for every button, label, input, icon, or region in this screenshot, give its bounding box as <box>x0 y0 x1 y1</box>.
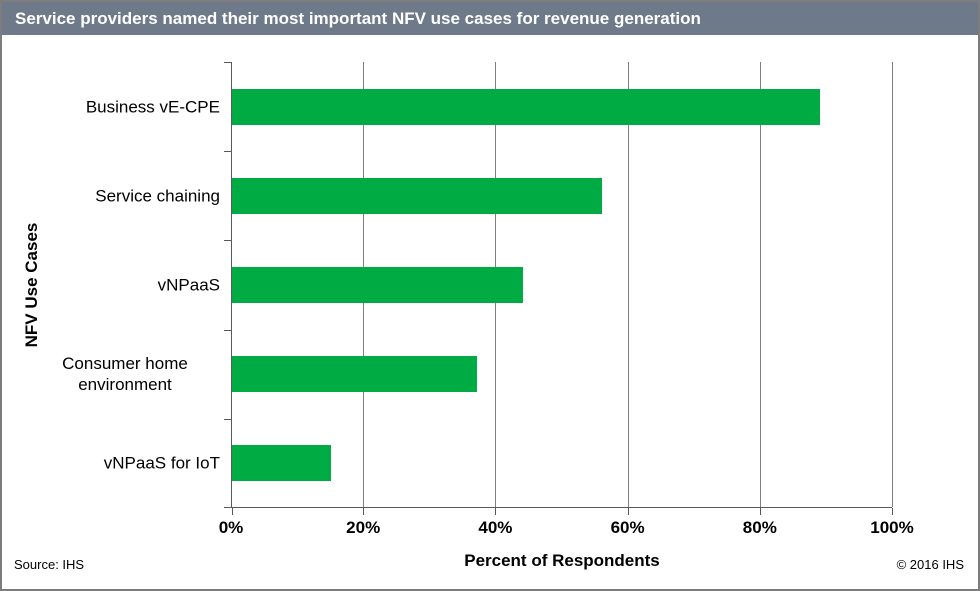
copyright-note: © 2016 IHS <box>896 557 964 572</box>
gridline <box>892 62 893 507</box>
y-axis-tick <box>224 62 232 63</box>
x-axis-tick <box>232 508 233 515</box>
source-note: Source: IHS <box>14 557 85 572</box>
x-tick-label: 0% <box>218 518 244 537</box>
category-label: vNPaaS <box>157 275 220 295</box>
y-axis-tick <box>224 507 232 508</box>
x-tick-label: 80% <box>742 518 777 537</box>
chart-title: Service providers named their most impor… <box>15 9 701 28</box>
y-axis-title: NFV Use Cases <box>22 222 41 348</box>
chart-body: NFV Use Cases Business vE-CPE Service cha… <box>2 35 978 589</box>
x-axis-tick <box>759 508 761 515</box>
gridline <box>759 62 761 507</box>
y-axis-tick <box>224 240 232 242</box>
x-axis-tick <box>892 508 893 515</box>
y-axis-tick <box>224 151 232 153</box>
bar-service-chaining <box>232 177 603 214</box>
x-axis-title: Percent of Respondents <box>464 551 660 570</box>
chart-title-bar: Service providers named their most impor… <box>2 2 978 35</box>
category-label: Service chaining <box>95 186 220 206</box>
bar-consumer-home-environment <box>232 356 477 393</box>
y-axis-tick <box>224 329 232 331</box>
bar-vnpaas <box>232 267 523 303</box>
x-axis-tick <box>363 508 365 515</box>
x-tick-label: 60% <box>610 518 645 537</box>
y-axis-tick <box>224 418 232 420</box>
bar-vnpaas-for-iot <box>232 445 332 482</box>
x-tick-label: 100% <box>870 518 914 537</box>
category-label: Business vE-CPE <box>85 96 220 116</box>
plot-area <box>224 62 893 515</box>
category-label: Consumer home environment <box>62 353 188 395</box>
x-tick-label: 20% <box>346 518 381 537</box>
gridline <box>627 62 629 507</box>
bar-business-ve-cpe <box>232 88 821 125</box>
x-axis-tick <box>495 508 497 515</box>
category-label: vNPaaS for IoT <box>103 453 220 473</box>
x-tick-label: 40% <box>478 518 513 537</box>
x-axis-tick <box>627 508 629 515</box>
